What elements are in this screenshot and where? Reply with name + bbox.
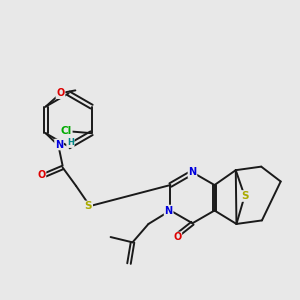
Text: O: O bbox=[173, 232, 182, 242]
Text: O: O bbox=[37, 170, 46, 180]
Text: N: N bbox=[165, 206, 173, 215]
Text: N: N bbox=[188, 167, 196, 177]
Text: S: S bbox=[241, 191, 248, 201]
Text: N: N bbox=[55, 140, 63, 149]
Text: H: H bbox=[67, 138, 74, 147]
Text: Cl: Cl bbox=[61, 126, 72, 136]
Text: O: O bbox=[56, 88, 64, 98]
Text: S: S bbox=[85, 201, 92, 212]
